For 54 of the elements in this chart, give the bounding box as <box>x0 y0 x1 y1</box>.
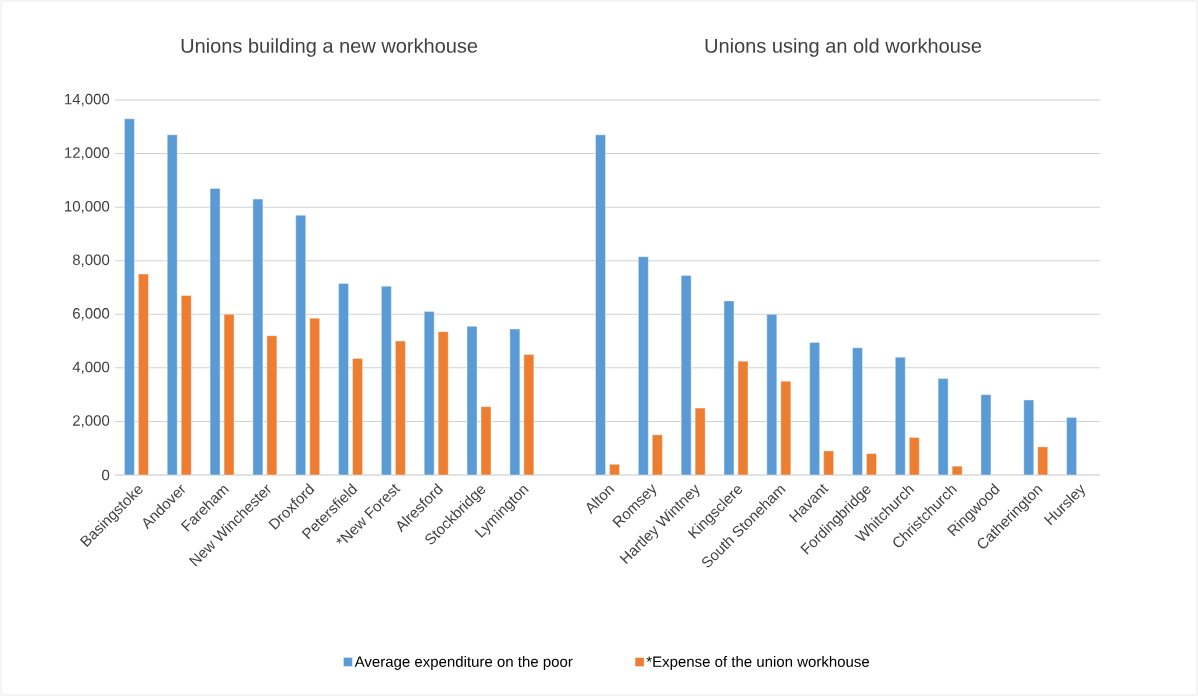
bar <box>909 437 920 476</box>
bar <box>295 214 306 476</box>
bar <box>138 273 149 476</box>
bar <box>823 450 834 476</box>
bar <box>737 360 749 476</box>
bar <box>395 340 406 476</box>
bar <box>266 335 278 476</box>
bar <box>181 295 192 476</box>
bar <box>638 256 649 476</box>
bar <box>694 407 706 476</box>
bar <box>124 118 135 476</box>
y-tick-label: 2,000 <box>73 415 110 428</box>
y-tick-label: 4,000 <box>72 361 110 375</box>
bar <box>1023 399 1034 476</box>
text: Unions using an old workhouse <box>705 38 982 57</box>
bar <box>809 342 820 476</box>
bar <box>309 318 320 476</box>
bar <box>338 283 349 476</box>
legend-label: Average expenditure on the poor <box>354 655 573 670</box>
bar <box>438 331 449 476</box>
y-tick-label: 6,000 <box>73 308 110 321</box>
bar <box>523 354 535 476</box>
bar <box>595 134 606 476</box>
y-tick-label: 12,000 <box>65 147 110 160</box>
bar <box>852 347 863 476</box>
bar <box>223 314 235 476</box>
bar <box>1066 417 1077 476</box>
bar <box>424 311 435 476</box>
bar <box>937 378 949 476</box>
bar <box>766 314 778 476</box>
bar <box>1037 446 1048 476</box>
y-tick-label: 8,000 <box>72 254 110 267</box>
bar <box>381 285 392 476</box>
bar <box>980 394 992 476</box>
y-tick-label: 14,000 <box>65 93 110 107</box>
bar <box>466 326 478 476</box>
bar <box>509 328 521 476</box>
bar <box>866 453 877 476</box>
bar <box>167 134 178 476</box>
bar <box>252 198 264 476</box>
bar <box>609 464 620 476</box>
bar <box>352 358 363 476</box>
bar <box>780 381 792 476</box>
text: Unions building a new workhouse <box>181 38 478 57</box>
y-tick-label: 0 <box>102 469 110 481</box>
y-tick-label: 10,000 <box>65 200 110 214</box>
bar <box>652 434 663 476</box>
bar <box>480 406 492 476</box>
bar <box>723 300 735 476</box>
bar <box>680 275 692 476</box>
legend-label: *Expense of the union workhouse <box>646 655 870 670</box>
bar <box>895 356 906 476</box>
bar <box>209 188 221 476</box>
bar <box>951 465 963 476</box>
